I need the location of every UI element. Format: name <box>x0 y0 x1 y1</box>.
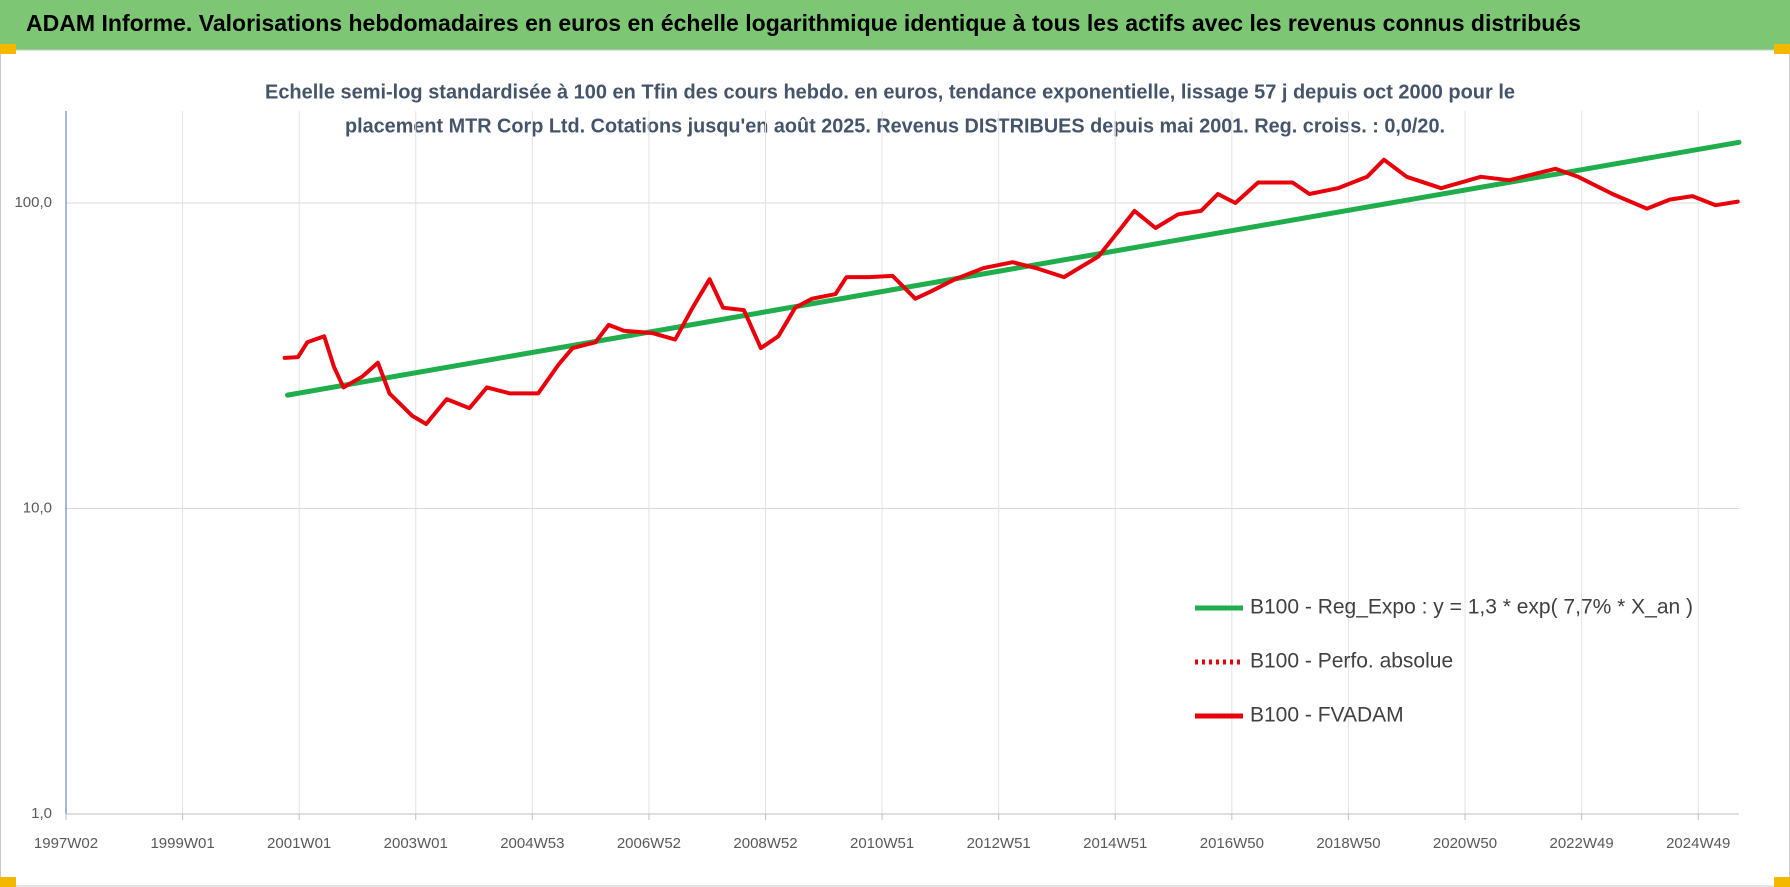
x-tick-label: 1999W01 <box>150 835 214 852</box>
x-tick-label: 2010W51 <box>850 835 914 852</box>
x-tick-label: 2014W51 <box>1083 835 1147 852</box>
x-tick-label: 2003W01 <box>384 835 448 852</box>
x-tick-label: 1997W02 <box>34 835 98 852</box>
x-tick-label: 2001W01 <box>267 835 331 852</box>
corner <box>1774 877 1790 887</box>
corner <box>0 877 16 887</box>
y-tick-label: 10,0 <box>23 499 52 516</box>
y-tick-label: 1,0 <box>31 805 52 822</box>
x-tick-label: 2016W50 <box>1200 835 1264 852</box>
x-tick-label: 2008W52 <box>733 835 797 852</box>
x-tick-label: 2024W49 <box>1666 835 1730 852</box>
data-line <box>285 139 1742 398</box>
title-bar <box>0 0 1790 50</box>
data-line <box>282 157 1740 426</box>
legend-label: B100 - Reg_Expo : y = 1,3 * exp( 7,7% * … <box>1250 596 1693 619</box>
corner <box>0 44 16 54</box>
chart-title: ADAM Informe. Valorisations hebdomadaire… <box>26 10 1581 36</box>
y-tick-label: 100,0 <box>14 194 52 211</box>
x-tick-label: 2022W49 <box>1550 835 1614 852</box>
legend-label: B100 - FVADAM <box>1250 704 1404 727</box>
x-tick-label: 2004W53 <box>500 835 564 852</box>
x-tick-label: 2020W50 <box>1433 835 1497 852</box>
chart-subtitle: Echelle semi-log standardisée à 100 en T… <box>265 81 1515 103</box>
chart-subtitle: placement MTR Corp Ltd. Cotations jusqu'… <box>345 115 1445 137</box>
corner <box>1774 44 1790 54</box>
x-tick-label: 2012W51 <box>967 835 1031 852</box>
x-tick-label: 2006W52 <box>617 835 681 852</box>
x-tick-label: 2018W50 <box>1316 835 1380 852</box>
legend-label: B100 - Perfo. absolue <box>1250 650 1453 673</box>
